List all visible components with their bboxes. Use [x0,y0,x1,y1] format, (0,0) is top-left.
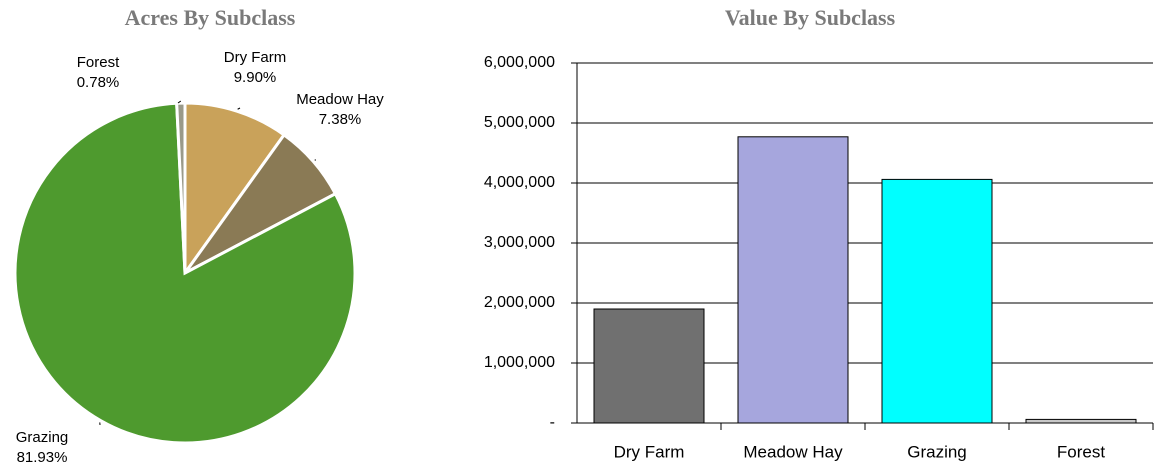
slice-label: Grazing [16,429,69,446]
bar [1025,418,1137,424]
bar-title: Value By Subclass [725,5,896,30]
y-tick-label: 4,000,000 [484,174,555,191]
x-tick-label: Grazing [907,442,967,461]
pie-slice [183,101,287,278]
leader-line [237,107,241,110]
bar [593,308,705,424]
bar [881,178,993,424]
y-tick-label: 5,000,000 [484,114,555,131]
y-tick-label: 6,000,000 [484,54,555,71]
bar [737,136,849,424]
pie-slice [175,101,187,274]
leader-line [177,100,182,104]
pie-title: Acres By Subclass [125,5,296,30]
x-tick-label: Meadow Hay [743,442,843,461]
slice-value-label: 7.38% [319,111,362,128]
slice-label: Meadow Hay [296,91,384,108]
slice-label: Dry Farm [224,49,287,66]
y-tick-label: - [550,414,555,431]
y-tick-label: 3,000,000 [484,234,555,251]
slice-value-label: 9.90% [234,69,277,86]
x-tick-label: Forest [1057,442,1105,461]
y-tick-label: 2,000,000 [484,294,555,311]
x-tick-label: Dry Farm [614,442,685,461]
pie-slice [13,101,357,445]
slice-value-label: 0.78% [77,74,120,91]
y-tick-label: 1,000,000 [484,354,555,371]
slice-label: Forest [77,54,120,71]
slice-value-label: 81.93% [17,449,68,466]
